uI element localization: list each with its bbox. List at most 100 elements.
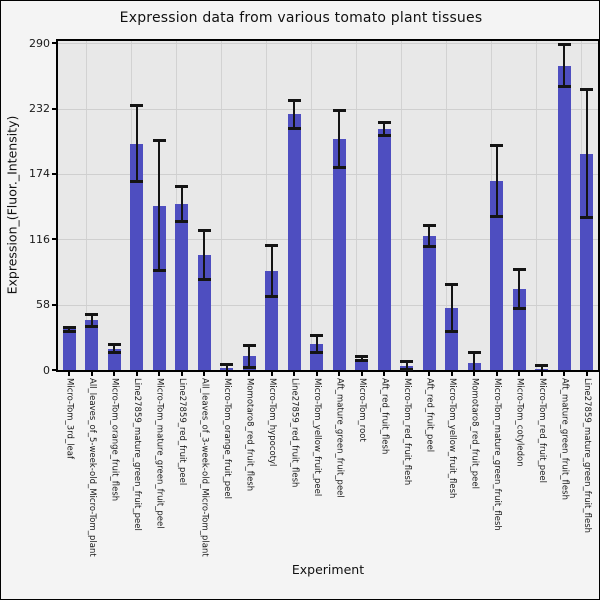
y-axis-tick [52, 172, 56, 175]
x-axis-tick [338, 372, 341, 376]
gridline-horizontal [58, 174, 598, 175]
error-bar-line [450, 284, 453, 332]
x-tick-label: Micro-Tom_orange_fruit_flesh [109, 378, 120, 502]
y-tick-label: 116 [29, 232, 50, 246]
x-axis-label: Experiment [291, 562, 365, 577]
error-bar-cap-top [422, 223, 436, 227]
error-bar-cap-top [467, 350, 481, 354]
error-bar-cap-bottom [265, 294, 279, 298]
x-tick-label: Micro-Tom_red_fruit_flesh [401, 378, 412, 486]
error-bar-cap-top [377, 121, 391, 125]
error-bar-cap-bottom [62, 329, 76, 333]
error-bar-line [360, 356, 363, 361]
y-tick-label: 0 [43, 363, 50, 377]
bar [85, 320, 99, 370]
bar [355, 358, 369, 370]
bar [62, 329, 76, 370]
x-tick-label: Momotaro8_red_fruit_peel [469, 378, 480, 489]
bar [175, 204, 189, 370]
x-axis-tick [360, 372, 363, 376]
error-bar-cap-bottom [310, 351, 324, 355]
chart-title: Expression data from various tomato plan… [119, 10, 483, 26]
y-axis-tick [52, 42, 56, 45]
x-tick-label: Aft_mature_green_fruit_peel [334, 378, 345, 498]
error-bar-line [495, 144, 498, 217]
error-bar-cap-bottom [377, 133, 391, 137]
y-axis-tick [52, 238, 56, 241]
x-axis-tick [248, 372, 251, 376]
error-bar-cap-top [130, 104, 144, 108]
y-axis-tick [52, 303, 56, 306]
error-bar-cap-bottom [580, 215, 594, 219]
gridline-vertical [266, 41, 267, 370]
error-bar-cap-bottom [400, 368, 414, 371]
error-bar-cap-top [152, 139, 166, 143]
gridline-vertical [356, 41, 357, 370]
x-tick-label: Momotaro8_red_fruit_flesh [244, 378, 255, 492]
error-bar-cap-top [332, 108, 346, 112]
x-tick-label: Line27859_mature_green_fruit_peel [131, 378, 142, 531]
x-axis-tick [293, 372, 296, 376]
x-axis-tick [315, 372, 318, 376]
y-axis-tick [52, 107, 56, 110]
error-bar-cap-top [557, 43, 571, 47]
gridline-vertical [221, 41, 222, 370]
x-tick-label: Micro-Tom_orange_fruit_peel [221, 378, 232, 500]
error-bar-cap-bottom [422, 245, 436, 249]
error-bar-cap-top [197, 229, 211, 233]
error-bar-cap-top [242, 344, 256, 348]
plot-area [56, 39, 599, 372]
bar [445, 308, 459, 370]
error-bar-line [428, 224, 431, 248]
gridline-horizontal [58, 109, 598, 110]
error-bar-cap-bottom [175, 220, 189, 224]
x-tick-label: Micro-Tom_cotyledon [514, 378, 525, 467]
error-bar-cap-top [580, 88, 594, 92]
error-bar-line [90, 313, 93, 328]
x-tick-label: Micro-Tom_mature_green_fruit_peel [154, 378, 165, 529]
gridline-horizontal [58, 239, 598, 240]
x-axis-tick [180, 372, 183, 376]
error-bar-cap-bottom [512, 307, 526, 311]
error-bar-line [563, 44, 566, 88]
x-tick-label: Micro-Tom_3rd_leaf [64, 378, 75, 459]
error-bar-cap-bottom [130, 179, 144, 183]
x-axis-tick [495, 372, 498, 376]
x-tick-label: Line27859_mature_green_fruit_flesh [581, 378, 592, 534]
y-tick-label: 58 [36, 298, 50, 312]
bar [152, 205, 166, 370]
error-bar-cap-top [265, 243, 279, 247]
error-bar-line [135, 105, 138, 182]
error-bar-cap-bottom [107, 351, 121, 355]
gridline-vertical [446, 41, 447, 370]
bar [332, 139, 346, 370]
x-axis-tick [585, 372, 588, 376]
gridline-horizontal [58, 43, 598, 44]
error-bar-cap-top [355, 355, 369, 359]
x-tick-label: All_leaves_of_5-week-old_Micro-Tom_plant [86, 378, 97, 557]
error-bar-line [270, 244, 273, 297]
x-axis-tick [540, 372, 543, 376]
error-bar-line [338, 109, 341, 169]
y-axis-label: Expression_(Fluor._Intensity) [4, 115, 20, 295]
error-bar-cap-bottom [445, 329, 459, 333]
error-bar-cap-bottom [332, 166, 346, 170]
x-axis-tick [473, 372, 476, 376]
x-axis-tick [135, 372, 138, 376]
y-tick-label: 232 [29, 102, 50, 116]
error-bar-cap-bottom [490, 214, 504, 218]
error-bar-line [158, 140, 161, 271]
bar [197, 255, 211, 370]
error-bar-line [203, 230, 206, 280]
error-bar-line [585, 89, 588, 218]
x-tick-label: All_leaves_of_3-week-old_Micro-Tom_plant [199, 378, 210, 557]
error-bar-cap-top [400, 359, 414, 363]
x-axis-tick [158, 372, 161, 376]
error-bar-cap-top [512, 267, 526, 271]
bar [557, 65, 571, 370]
gridline-vertical [311, 41, 312, 370]
x-tick-label: Micro-Tom_root [356, 378, 367, 442]
x-tick-label: Micro-Tom_yellow_fruit_flesh [446, 378, 457, 499]
error-bar-line [225, 364, 228, 370]
y-tick-label: 174 [29, 167, 50, 181]
